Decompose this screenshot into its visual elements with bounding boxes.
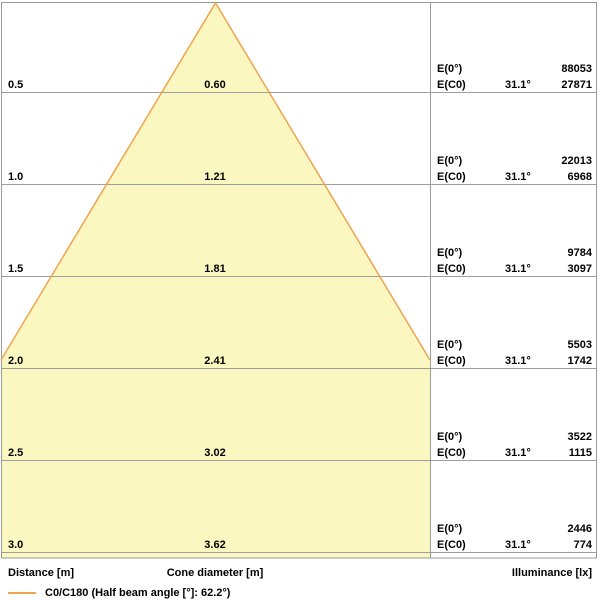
beam-angle-value: 31.1° (505, 171, 531, 183)
table-row: 3.0 3.62 E(0°) 2446 E(C0) 31.1° 774 (0, 521, 600, 552)
legend-label: C0/C180 (Half beam angle [°]: 62.2°) (45, 587, 231, 599)
legend: C0/C180 (Half beam angle [°]: 62.2°) (8, 587, 230, 599)
ec0-value: 27871 (561, 79, 592, 91)
cone-diameter-value: 2.41 (204, 355, 226, 367)
ec0-label: E(C0) (437, 539, 466, 551)
light-cone-edge (0, 1, 431, 361)
e0-label: E(0°) (437, 431, 463, 443)
beam-angle-value: 31.1° (505, 263, 531, 275)
e0-value: 3522 (567, 431, 592, 443)
cone-diameter-value: 0.60 (204, 79, 226, 91)
beam-angle-value: 31.1° (505, 539, 531, 551)
e0-value: 22013 (561, 155, 592, 167)
table-row: 2.0 2.41 E(0°) 5503 E(C0) 31.1° 1742 (0, 337, 600, 368)
distance-label: 2.0 (8, 355, 24, 367)
light-cone-fill (1, 3, 430, 558)
legend-line-swatch (8, 592, 36, 594)
cone-diameter-value: 3.62 (204, 539, 226, 551)
e0-label: E(0°) (437, 339, 463, 351)
plot-border (1, 2, 597, 559)
ec0-value: 1115 (568, 447, 592, 459)
axis-label-illuminance: Illuminance [lx] (511, 567, 592, 579)
e0-label: E(0°) (437, 523, 463, 535)
e0-label: E(0°) (437, 155, 463, 167)
beam-angle-value: 31.1° (505, 447, 531, 459)
x-axis-label-distance: Distance [m] (8, 567, 75, 579)
cone-diameter-value: 1.21 (204, 171, 226, 183)
distance-label: 1.5 (8, 263, 24, 275)
table-row: 2.5 3.02 E(0°) 3522 E(C0) 31.1° 1115 (0, 429, 600, 460)
distance-label: 0.5 (8, 79, 24, 91)
ec0-label: E(C0) (437, 263, 466, 275)
e0-value: 9784 (567, 247, 592, 259)
e0-value: 88053 (561, 63, 592, 75)
distance-label: 3.0 (8, 539, 24, 551)
table-row: 1.0 1.21 E(0°) 22013 E(C0) 31.1° 6968 (0, 153, 600, 184)
ec0-value: 3097 (567, 263, 592, 275)
beam-angle-value: 31.1° (505, 355, 531, 367)
gridlines (1, 92, 597, 553)
e0-value: 2446 (567, 523, 592, 535)
axis-captions: Distance [m] Cone diameter [m] Illuminan… (0, 567, 600, 581)
cone-diameter-value: 3.02 (204, 447, 226, 459)
e0-label: E(0°) (437, 63, 463, 75)
ec0-value: 6968 (567, 171, 592, 183)
ec0-label: E(C0) (437, 355, 466, 367)
ec0-value: 774 (573, 539, 592, 551)
beam-angle-value: 31.1° (505, 79, 531, 91)
ec0-label: E(C0) (437, 79, 466, 91)
ec0-value: 1742 (567, 355, 592, 367)
table-row: 1.5 1.81 E(0°) 9784 E(C0) 31.1° 3097 (0, 245, 600, 276)
e0-label: E(0°) (437, 247, 463, 259)
e0-value: 5503 (567, 339, 592, 351)
axis-label-cone-diameter: Cone diameter [m] (166, 567, 264, 579)
distance-label: 2.5 (8, 447, 24, 459)
ec0-label: E(C0) (437, 447, 466, 459)
ec0-label: E(C0) (437, 171, 466, 183)
table-row: 0.5 0.60 E(0°) 88053 E(C0) 31.1° 27871 (0, 61, 600, 92)
distance-label: 1.0 (8, 171, 24, 183)
cone-diameter-value: 1.81 (204, 263, 226, 275)
